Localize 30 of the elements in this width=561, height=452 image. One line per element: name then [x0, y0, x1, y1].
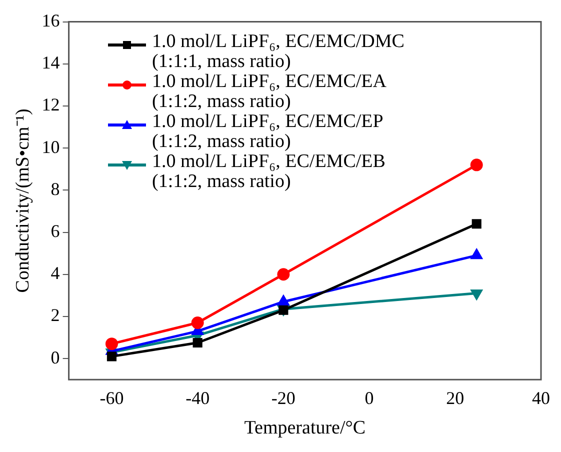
x-tick-label: -60 [100, 388, 124, 408]
x-tick-label: 40 [532, 388, 550, 408]
y-tick-label: 16 [42, 10, 60, 31]
point [191, 316, 204, 330]
legend-label: 1.0 mol/L LiPF₆, EC/EMC/DMC (1:1:1, mass ratio) [152, 31, 404, 72]
y-tick-label: 14 [42, 52, 60, 73]
point [105, 338, 118, 350]
y-tick-label: 4 [50, 263, 60, 284]
y-tick-label: 6 [50, 221, 60, 242]
y-tick-label: 2 [50, 305, 60, 326]
x-tick-label: 0 [364, 388, 374, 408]
point [277, 268, 290, 281]
point [472, 219, 482, 229]
point [278, 295, 290, 306]
point [192, 338, 202, 348]
y-axis-title: Conductivity/(mS•cm⁻¹) [12, 108, 34, 293]
legend-label: 1.0 mol/L LiPF₆, EC/EMC/EB (1:1:2, mass ratio) [152, 151, 386, 192]
legend-label: 1.0 mol/L LiPF₆, EC/EMC/EP (1:1:2, mass ratio) [152, 111, 384, 152]
y-tick-label: 12 [42, 94, 60, 115]
point [106, 352, 117, 362]
x-tick-label: 20 [446, 388, 464, 408]
x-tick-label: -20 [271, 388, 296, 408]
point [470, 158, 483, 172]
y-tick-label: 10 [42, 136, 60, 157]
y-tick-label: 8 [50, 178, 60, 199]
point [471, 249, 482, 260]
legend-label: 1.0 mol/L LiPF₆, EC/EMC/EA (1:1:2, mass ratio) [152, 71, 386, 112]
x-tick-label: -40 [186, 388, 210, 408]
y-tick-label: 0 [50, 347, 60, 368]
x-axis-title: Temperature/°C [244, 418, 366, 439]
